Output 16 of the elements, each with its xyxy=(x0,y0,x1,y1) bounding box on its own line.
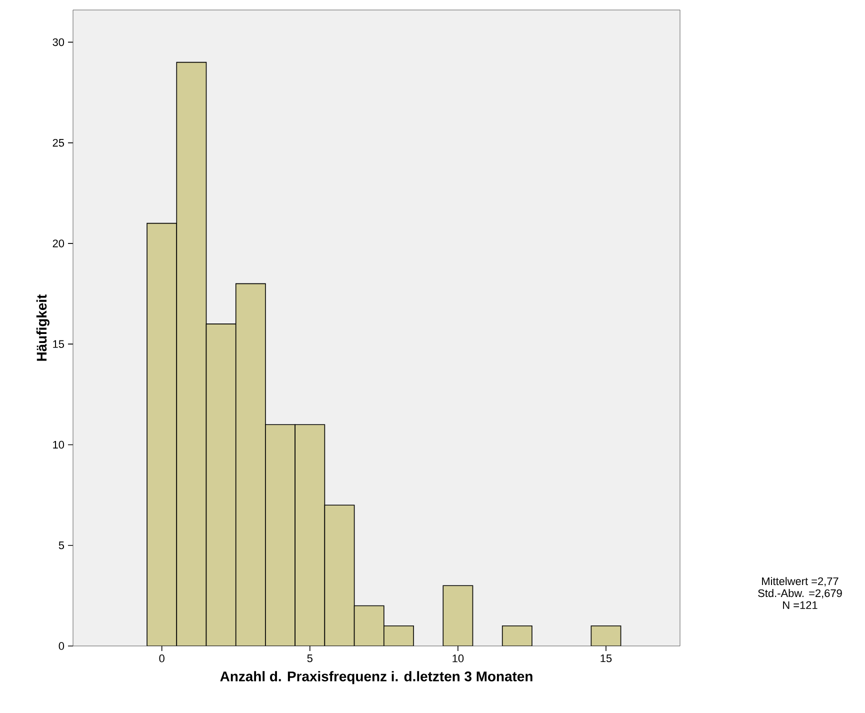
y-tick-label: 5 xyxy=(58,542,64,550)
y-tick-label: 30 xyxy=(52,38,64,46)
x-tick-label: 5 xyxy=(307,654,312,662)
y-tick-label: 25 xyxy=(52,138,64,147)
x-tick-label: 15 xyxy=(600,654,612,662)
x-axis-title: Anzahl d. Praxisfrequenz i. d.letzten 3 Monaten xyxy=(220,671,532,684)
y-tick-label: 15 xyxy=(53,340,64,348)
y-tick-label: 0 xyxy=(58,642,64,650)
x-tick-label: 0 xyxy=(159,654,164,662)
y-tick-label: 20 xyxy=(52,240,64,248)
text: Std.-Abw. =2,679 xyxy=(758,589,842,598)
y-axis-title: Häufigkeit xyxy=(36,294,50,361)
y-tick-label: 10 xyxy=(53,440,64,449)
x-tick-label: 10 xyxy=(452,654,464,662)
text: N =121 xyxy=(783,601,818,609)
text: Mittelwert =2,77 xyxy=(762,577,838,586)
